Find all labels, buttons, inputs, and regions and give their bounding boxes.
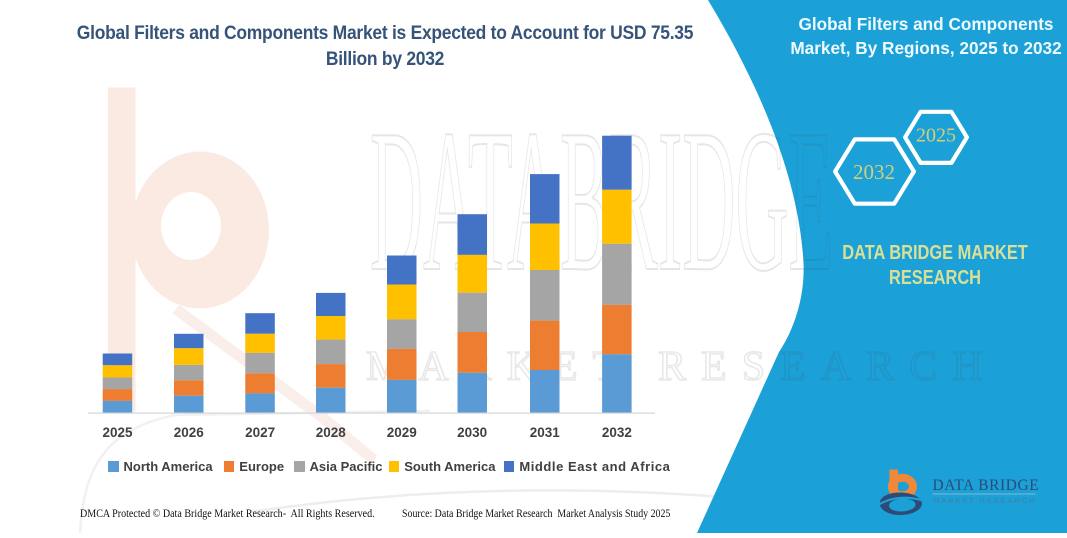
svg-text:2025: 2025 [916,125,956,147]
svg-text:2032: 2032 [853,160,895,184]
svg-text:DATA BRIDGE: DATA BRIDGE [933,477,1040,494]
svg-text:MARKET RESEARCH: MARKET RESEARCH [933,496,1036,505]
